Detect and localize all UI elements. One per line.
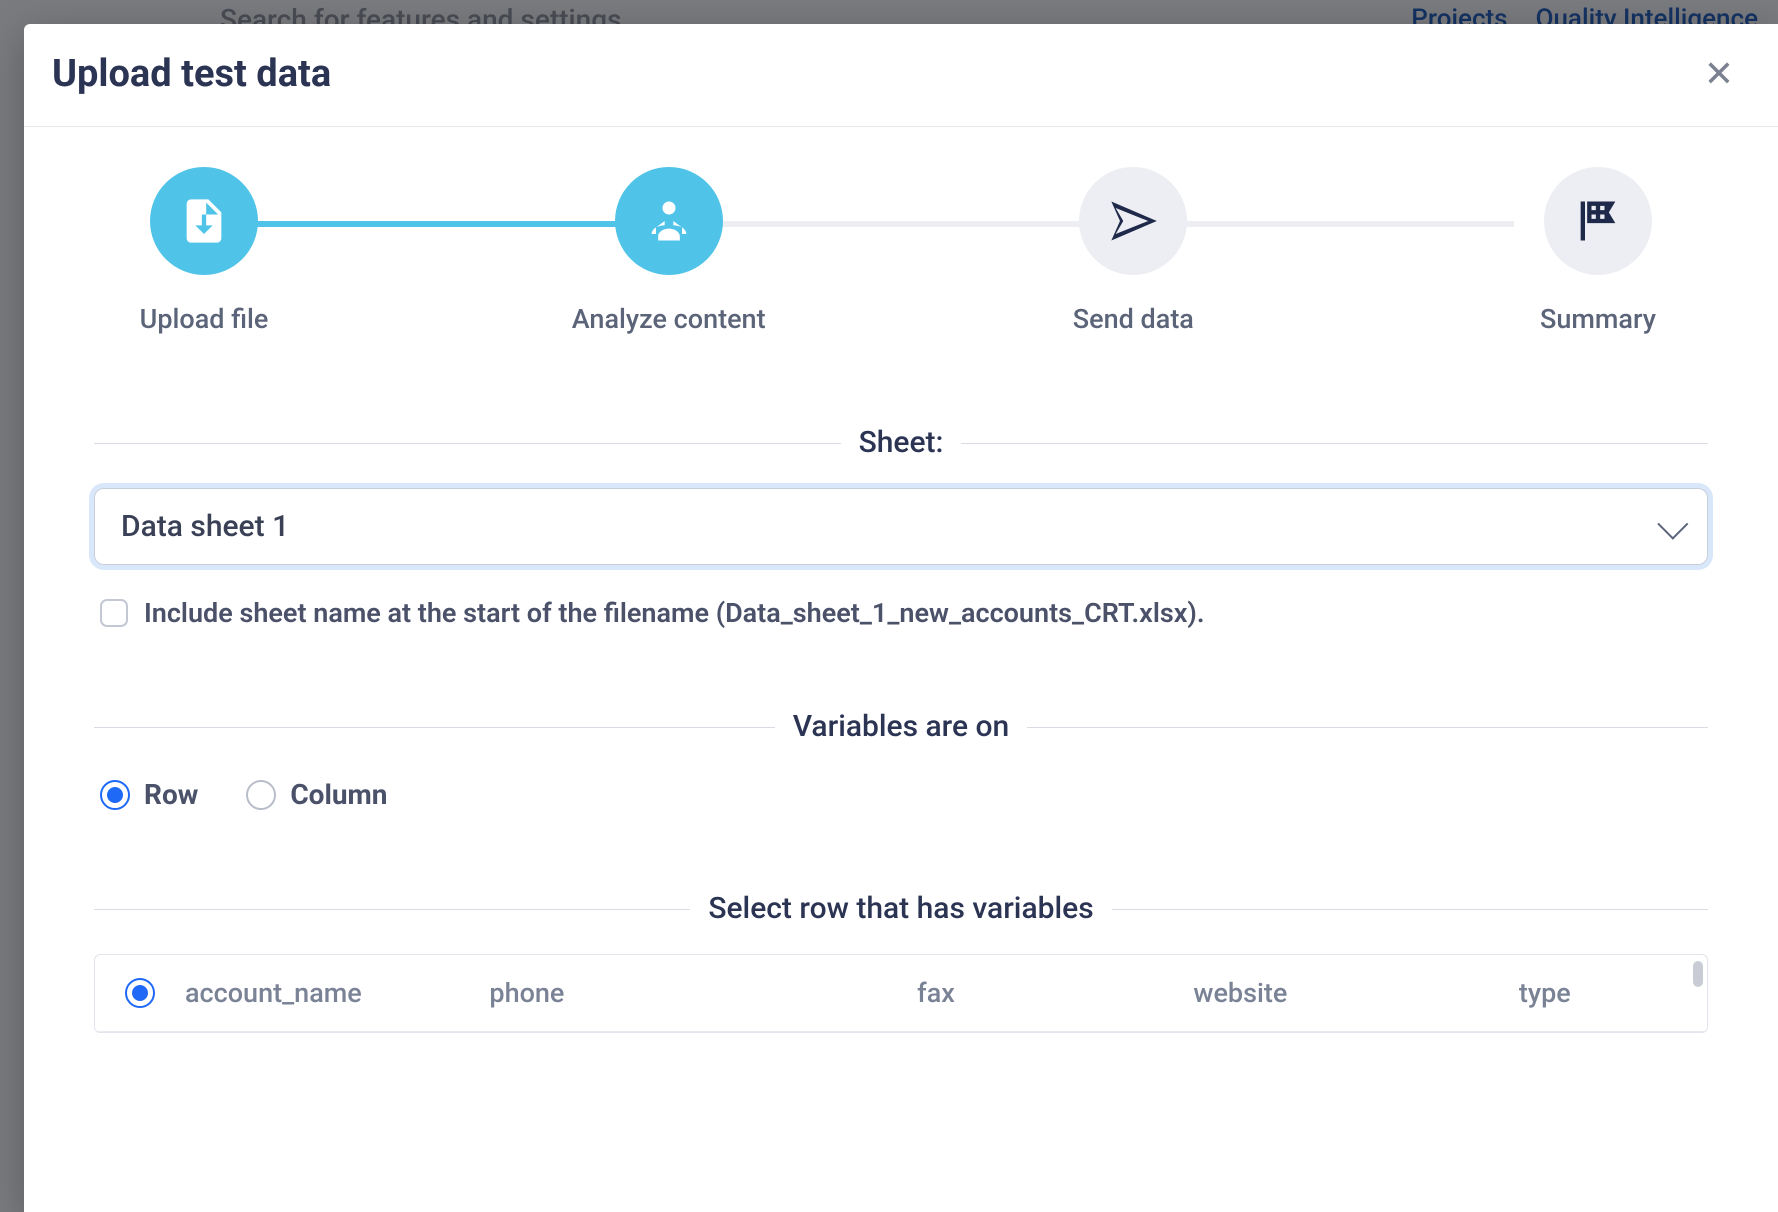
- row-radio[interactable]: [125, 978, 155, 1008]
- step-summary[interactable]: Summary: [1538, 167, 1658, 335]
- wizard-stepper: Upload file Analyze content Send data Su…: [24, 127, 1778, 395]
- row-select-cell: [105, 978, 175, 1008]
- form-content: Sheet: Data sheet 1 Include sheet name a…: [24, 425, 1778, 1073]
- checkered-flag-icon: [1544, 167, 1652, 275]
- table-cell: phone: [479, 977, 783, 1009]
- table-cell: type: [1393, 977, 1697, 1009]
- sheet-select-value: Data sheet 1: [121, 509, 289, 544]
- table-cell: website: [1088, 977, 1392, 1009]
- sheet-select[interactable]: Data sheet 1: [94, 488, 1708, 565]
- step-connector: [674, 221, 1094, 227]
- radio-input[interactable]: [100, 780, 130, 810]
- paper-plane-icon: [1079, 167, 1187, 275]
- section-divider-select-row: Select row that has variables: [94, 891, 1708, 926]
- table-row[interactable]: account_name phone fax website type: [95, 955, 1707, 1032]
- radio-input[interactable]: [246, 780, 276, 810]
- step-label: Upload file: [140, 303, 269, 335]
- step-upload-file[interactable]: Upload file: [144, 167, 264, 335]
- section-divider-sheet: Sheet:: [94, 425, 1708, 460]
- include-sheet-name-row: Include sheet name at the start of the f…: [94, 593, 1708, 639]
- step-label: Summary: [1540, 303, 1656, 335]
- modal-title: Upload test data: [52, 52, 331, 96]
- include-sheet-name-label: Include sheet name at the start of the f…: [144, 597, 1205, 629]
- variables-orientation-group: Row Column: [94, 772, 1708, 821]
- section-label: Variables are on: [775, 709, 1028, 744]
- radio-label: Row: [144, 778, 198, 811]
- radio-label: Column: [290, 778, 387, 811]
- step-send-data[interactable]: Send data: [1073, 167, 1193, 335]
- modal-body: Upload file Analyze content Send data Su…: [24, 127, 1778, 1212]
- scrollbar-thumb[interactable]: [1693, 961, 1703, 987]
- section-label: Sheet:: [841, 425, 962, 460]
- upload-test-data-modal: Upload test data ✕ Upload file Analyze c…: [24, 24, 1778, 1212]
- file-import-icon: [150, 167, 258, 275]
- include-sheet-name-checkbox[interactable]: [100, 599, 128, 627]
- radio-option-row[interactable]: Row: [100, 778, 198, 811]
- section-divider-variables: Variables are on: [94, 709, 1708, 744]
- close-button[interactable]: ✕: [1696, 52, 1742, 96]
- step-analyze-content[interactable]: Analyze content: [609, 167, 729, 335]
- step-label: Send data: [1073, 303, 1194, 335]
- table-cell: account_name: [175, 977, 479, 1009]
- step-label: Analyze content: [572, 303, 766, 335]
- radio-option-column[interactable]: Column: [246, 778, 387, 811]
- analyze-icon: [615, 167, 723, 275]
- chevron-down-icon: [1657, 508, 1688, 539]
- section-label: Select row that has variables: [690, 891, 1111, 926]
- table-cell: fax: [784, 977, 1088, 1009]
- modal-header: Upload test data ✕: [24, 24, 1778, 127]
- variable-row-table: account_name phone fax website type: [94, 954, 1708, 1033]
